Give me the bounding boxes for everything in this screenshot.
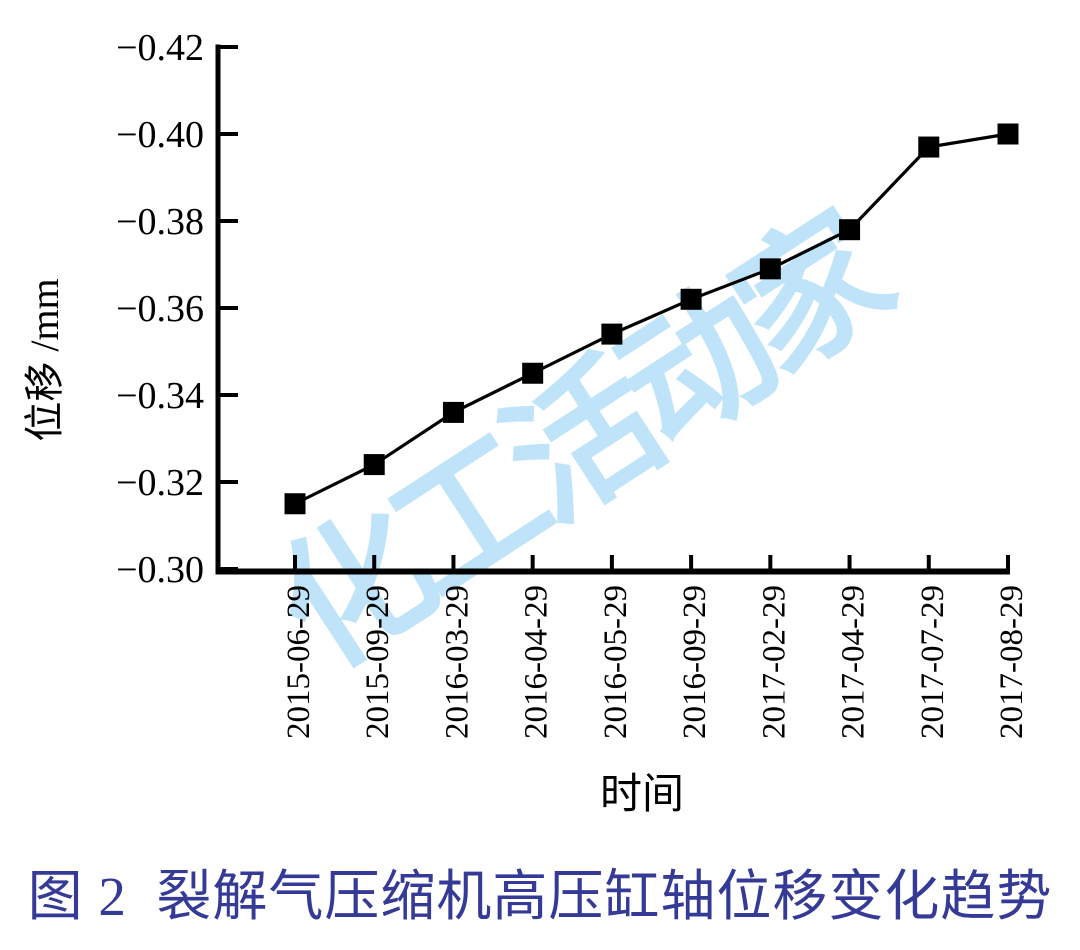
x-axis-title: 时间 — [600, 772, 684, 818]
y-tick-label: −0.36 — [116, 288, 204, 330]
data-point-marker — [442, 401, 464, 423]
y-axis-title: 位移 /mm — [22, 278, 67, 441]
y-tick-label: −0.30 — [116, 549, 204, 591]
series-line — [294, 132, 1009, 506]
data-point-marker — [363, 454, 385, 476]
axis-titles: 位移 /mm 时间 — [22, 278, 684, 818]
data-series — [284, 123, 1019, 515]
x-tick-label: 2015-09-29 — [360, 585, 396, 739]
x-tick-label: 2017-04-29 — [836, 585, 872, 739]
x-tick-label: 2016-03-29 — [439, 585, 475, 739]
x-tick-label: 2016-04-29 — [519, 585, 555, 739]
figure-caption: 图 2 裂解气压缩机高压缸轴位移变化趋势 — [27, 866, 1053, 927]
y-tick-label: −0.34 — [116, 375, 204, 417]
data-point-marker — [918, 136, 940, 158]
y-tick-label: −0.40 — [116, 114, 204, 156]
y-tick-label: −0.32 — [116, 462, 204, 504]
data-point-marker — [680, 288, 702, 310]
tick-marks — [220, 45, 1010, 571]
y-tick-label: −0.42 — [116, 27, 204, 69]
data-point-marker — [759, 258, 781, 280]
displacement-trend-line-chart: −0.42 −0.40 −0.38 −0.36 −0.34 −0.32 −0.30 2015-… — [22, 27, 1030, 818]
x-tick-label: 2017-07-29 — [915, 585, 951, 739]
x-tick-labels: 2015-06-29 2015-09-29 2016-03-29 2016-04-29… — [281, 585, 1030, 739]
axes — [215, 44, 1010, 575]
data-point-marker — [997, 123, 1019, 145]
figure-caption-row: 公众号：化工活动家 图 2 裂解气压缩机高压缸轴位移变化趋势 — [0, 862, 1080, 942]
x-tick-label: 2017-08-29 — [994, 585, 1030, 739]
y-tick-labels: −0.42 −0.40 −0.38 −0.36 −0.34 −0.32 −0.30 — [116, 27, 204, 591]
x-tick-label: 2015-06-29 — [281, 585, 317, 739]
x-tick-label: 2016-09-29 — [677, 585, 713, 739]
data-point-marker — [522, 362, 544, 384]
y-tick-label: −0.38 — [116, 201, 204, 243]
x-tick-label: 2017-02-29 — [756, 585, 792, 739]
data-point-marker — [284, 493, 306, 515]
data-point-marker — [601, 323, 623, 345]
data-point-marker — [839, 219, 861, 241]
x-tick-label: 2016-05-29 — [598, 585, 634, 739]
